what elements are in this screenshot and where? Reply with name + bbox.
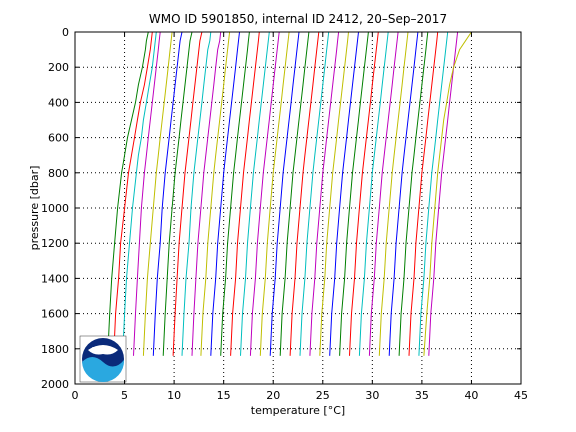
profile-line-20	[289, 31, 320, 356]
profile-line-21	[299, 31, 330, 356]
x-tick-label: 30	[365, 389, 379, 402]
y-tick-label: 1200	[41, 237, 69, 250]
profile-line-25	[339, 31, 369, 356]
profile-line-15	[240, 31, 270, 356]
x-tick-label: 10	[167, 389, 181, 402]
y-tick-label: 1600	[41, 308, 69, 321]
y-tick-label: 200	[48, 61, 69, 74]
profile-line-29	[378, 31, 409, 356]
x-tick-label: 25	[316, 389, 330, 402]
y-tick-label: 1000	[41, 202, 69, 215]
profile-line-27	[358, 31, 389, 356]
x-tick-label: 0	[72, 389, 79, 402]
y-axis-label: pressure [dbar]	[28, 166, 41, 251]
profile-line-1	[107, 31, 149, 356]
profile-line-24	[329, 31, 359, 356]
profile-line-6	[152, 31, 183, 356]
y-tick-label: 0	[62, 26, 69, 39]
y-tick-label: 1400	[41, 272, 69, 285]
profile-line-3	[122, 31, 157, 356]
x-tick-label: 40	[464, 389, 478, 402]
x-tick-label: 15	[217, 389, 231, 402]
profile-line-23	[319, 31, 349, 356]
profile-line-10	[191, 31, 222, 356]
x-tick-label: 35	[415, 389, 429, 402]
noaa-logo: NOAA	[79, 335, 127, 383]
profile-line-35	[423, 31, 472, 356]
chart-title: WMO ID 5901850, internal ID 2412, 20–Sep…	[149, 12, 447, 26]
profile-line-18	[269, 31, 300, 356]
profile-line-14	[230, 31, 260, 356]
plot-area	[75, 32, 521, 384]
y-tick-label: 1800	[41, 343, 69, 356]
y-tick-label: 600	[48, 132, 69, 145]
profile-line-32	[408, 31, 439, 356]
x-tick-label: 20	[266, 389, 280, 402]
profile-line-31	[398, 31, 429, 356]
x-tick-label: 45	[514, 389, 528, 402]
axis-ticks: 0 5 10 15 20 25 30 35 40 45 0 200 400 600 800 1000 1200 1…	[41, 26, 528, 402]
y-tick-label: 800	[48, 167, 69, 180]
profile-line-7	[162, 31, 193, 356]
profile-line-19	[279, 31, 310, 356]
profile-line-9	[181, 31, 212, 356]
profile-line-13	[220, 31, 250, 356]
profile-line-2	[113, 31, 153, 356]
y-tick-label: 400	[48, 96, 69, 109]
series-layer	[107, 31, 472, 356]
x-tick-label: 5	[121, 389, 128, 402]
profile-line-5	[142, 31, 173, 356]
profile-line-34	[428, 31, 459, 356]
profile-line-22	[309, 31, 340, 356]
y-tick-label: 2000	[41, 378, 69, 391]
profile-line-17	[259, 31, 290, 356]
logo-wave-icon	[82, 357, 125, 383]
logo-lettering: NOAA	[92, 346, 115, 354]
profile-line-11	[200, 31, 231, 356]
x-axis-label: temperature [°C]	[251, 404, 345, 417]
profile-line-16	[249, 31, 280, 356]
profile-line-26	[349, 31, 379, 356]
profile-line-28	[368, 31, 399, 356]
profile-line-4	[133, 31, 161, 356]
profile-line-30	[388, 31, 419, 356]
profile-line-33	[418, 31, 449, 356]
logo-gull-icon	[88, 345, 118, 355]
profile-line-8	[172, 31, 203, 356]
profile-line-12	[210, 31, 240, 356]
